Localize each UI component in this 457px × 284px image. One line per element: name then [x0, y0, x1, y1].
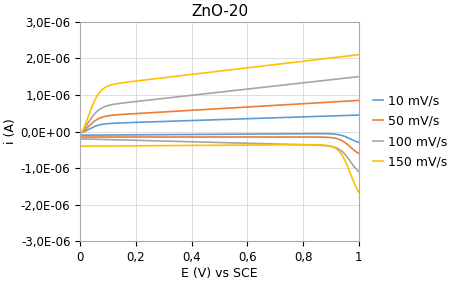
10 mV/s [316, 132, 321, 135]
10 mV/s [190, 133, 195, 136]
100 mV/s [128, 139, 133, 142]
X-axis label: E (V) vs SCE: E (V) vs SCE [181, 267, 258, 280]
Legend: 10 mV/s, 50 mV/s, 100 mV/s, 150 mV/s: 10 mV/s, 50 mV/s, 100 mV/s, 150 mV/s [368, 89, 452, 174]
50 mV/s [222, 135, 228, 139]
100 mV/s [224, 141, 229, 144]
100 mV/s [205, 141, 211, 144]
150 mV/s [223, 143, 228, 147]
100 mV/s [77, 137, 83, 141]
100 mV/s [222, 141, 228, 144]
150 mV/s [205, 144, 210, 147]
Line: 50 mV/s: 50 mV/s [80, 137, 359, 153]
50 mV/s [135, 135, 141, 139]
10 mV/s [205, 133, 210, 136]
10 mV/s [77, 133, 83, 137]
100 mV/s [190, 140, 196, 143]
Title: ZnO-20: ZnO-20 [191, 4, 248, 19]
10 mV/s [222, 133, 227, 136]
50 mV/s [224, 135, 229, 139]
150 mV/s [127, 144, 133, 148]
Line: 10 mV/s: 10 mV/s [80, 134, 359, 142]
150 mV/s [190, 144, 195, 147]
150 mV/s [84, 145, 89, 148]
10 mV/s [84, 133, 89, 137]
100 mV/s [84, 137, 90, 141]
50 mV/s [84, 135, 89, 139]
150 mV/s [356, 191, 361, 194]
Line: 100 mV/s: 100 mV/s [80, 139, 359, 172]
150 mV/s [77, 145, 83, 148]
10 mV/s [356, 141, 361, 144]
50 mV/s [77, 135, 83, 139]
50 mV/s [190, 135, 196, 139]
150 mV/s [222, 143, 227, 147]
50 mV/s [205, 135, 211, 139]
50 mV/s [356, 152, 361, 155]
50 mV/s [127, 135, 133, 139]
Y-axis label: i (A): i (A) [4, 119, 17, 144]
10 mV/s [223, 133, 228, 136]
Line: 150 mV/s: 150 mV/s [80, 145, 359, 192]
10 mV/s [127, 133, 133, 137]
150 mV/s [306, 143, 312, 147]
100 mV/s [356, 170, 361, 173]
